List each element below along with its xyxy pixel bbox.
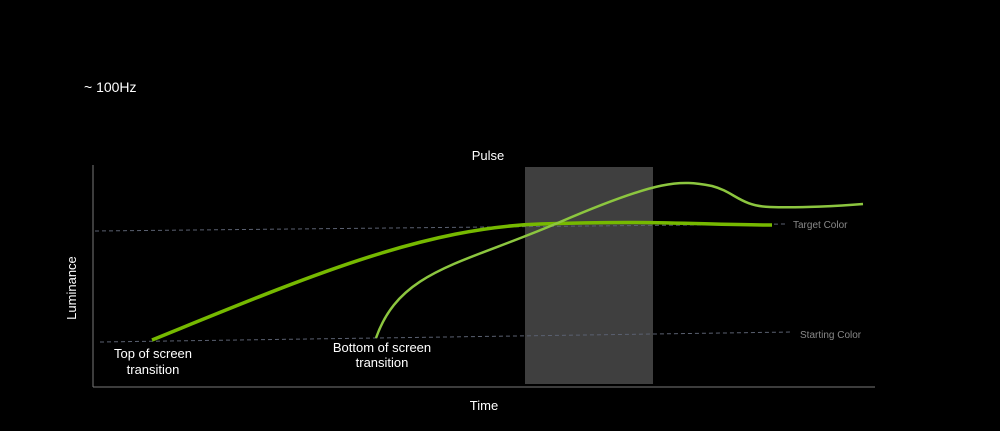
bottom-transition-label: transition bbox=[356, 355, 409, 370]
y-axis-label: Luminance bbox=[64, 256, 79, 320]
bottom-transition-curve bbox=[374, 181, 864, 339]
top-transition-curve bbox=[151, 220, 773, 342]
bottom-transition-label: Bottom of screen bbox=[333, 340, 431, 355]
top-transition-label: Top of screen bbox=[114, 346, 192, 361]
title: ~ 100Hz bbox=[84, 79, 137, 95]
starting-line bbox=[99, 331, 793, 343]
starting-label: Starting Color bbox=[800, 330, 862, 341]
target-line bbox=[94, 223, 786, 232]
target-label: Target Color bbox=[793, 220, 848, 231]
pulse-window bbox=[525, 167, 653, 384]
pulse-label: Pulse bbox=[472, 148, 505, 163]
top-transition-label: transition bbox=[127, 362, 180, 377]
x-axis-label: Time bbox=[470, 398, 498, 413]
